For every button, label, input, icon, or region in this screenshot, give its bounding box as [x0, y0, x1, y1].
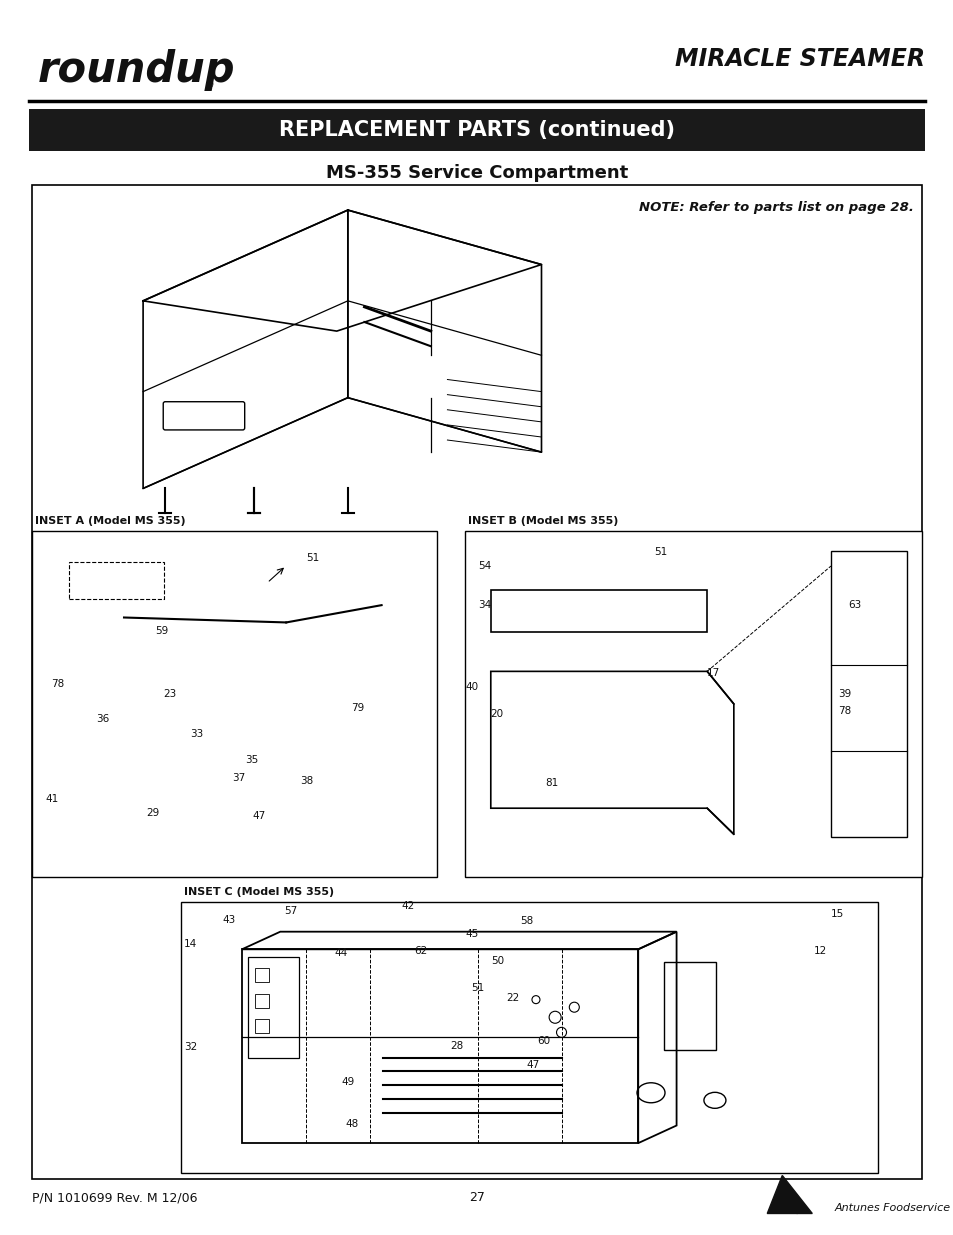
Text: 12: 12	[813, 946, 826, 956]
Bar	[181, 902, 877, 1173]
Text: 49: 49	[341, 1077, 355, 1087]
Text: 22: 22	[506, 993, 519, 1003]
Text: 51: 51	[306, 553, 319, 563]
Text: 79: 79	[351, 703, 364, 713]
Text: NOTE: Refer to parts list on page 28.: NOTE: Refer to parts list on page 28.	[639, 201, 913, 215]
Text: 23: 23	[163, 689, 176, 699]
Text: 34: 34	[477, 600, 491, 610]
Text: 35: 35	[245, 755, 258, 764]
Text: REPLACEMENT PARTS (continued): REPLACEMENT PARTS (continued)	[278, 120, 675, 140]
Bar	[254, 1019, 269, 1032]
Text: 63: 63	[847, 600, 861, 610]
Text: 47: 47	[253, 811, 266, 821]
Text: 54: 54	[477, 561, 491, 571]
Text: 40: 40	[465, 682, 478, 692]
Text: 17: 17	[706, 668, 720, 678]
Bar	[69, 562, 164, 599]
Text: Antunes Foodservice Equipment: Antunes Foodservice Equipment	[834, 1203, 953, 1213]
Text: INSET B (Model MS 355): INSET B (Model MS 355)	[467, 516, 618, 526]
Bar	[830, 551, 906, 837]
Bar	[248, 957, 299, 1057]
Text: 36: 36	[96, 714, 110, 724]
Bar	[464, 531, 921, 877]
Text: 33: 33	[190, 729, 203, 739]
Text: 81: 81	[545, 778, 558, 788]
Text: 60: 60	[537, 1036, 550, 1046]
Bar	[29, 109, 924, 151]
Bar	[32, 531, 436, 877]
Text: 14: 14	[184, 939, 197, 948]
Text: INSET C (Model MS 355): INSET C (Model MS 355)	[184, 887, 335, 897]
Polygon shape	[766, 1176, 811, 1214]
Text: 62: 62	[414, 946, 427, 956]
Text: roundup: roundup	[38, 49, 235, 91]
Text: 47: 47	[526, 1060, 539, 1070]
Text: 15: 15	[830, 909, 843, 919]
Text: 42: 42	[401, 902, 415, 911]
Text: 45: 45	[465, 929, 478, 939]
Text: 20: 20	[490, 709, 503, 719]
Text: MIRACLE STEAMER: MIRACLE STEAMER	[675, 47, 924, 70]
Text: 37: 37	[232, 773, 245, 783]
Text: 78: 78	[51, 679, 64, 689]
Bar	[254, 968, 269, 983]
Text: 27: 27	[469, 1192, 484, 1204]
Text: 50: 50	[491, 956, 504, 966]
Text: 39: 39	[837, 689, 850, 699]
Text: P/N 1010699 Rev. M 12/06: P/N 1010699 Rev. M 12/06	[32, 1192, 197, 1204]
Text: 28: 28	[450, 1041, 463, 1051]
Text: 59: 59	[155, 626, 169, 636]
Bar	[663, 962, 716, 1050]
Text: INSET A (Model MS 355): INSET A (Model MS 355)	[35, 516, 186, 526]
Text: 38: 38	[300, 776, 314, 785]
Text: 32: 32	[184, 1042, 197, 1052]
Text: 51: 51	[654, 547, 667, 557]
Text: ®: ®	[205, 80, 214, 90]
Bar	[32, 185, 921, 1179]
Text: 48: 48	[345, 1119, 358, 1129]
Text: 43: 43	[222, 915, 235, 925]
Text: 44: 44	[335, 948, 348, 958]
Text: 29: 29	[146, 808, 159, 818]
Text: 58: 58	[519, 916, 533, 926]
Text: MS-355 Service Compartment: MS-355 Service Compartment	[326, 164, 627, 183]
Text: 41: 41	[46, 794, 59, 804]
Text: 57: 57	[284, 906, 297, 916]
Text: 51: 51	[471, 983, 484, 993]
Text: 78: 78	[837, 706, 850, 716]
Bar	[254, 994, 269, 1008]
